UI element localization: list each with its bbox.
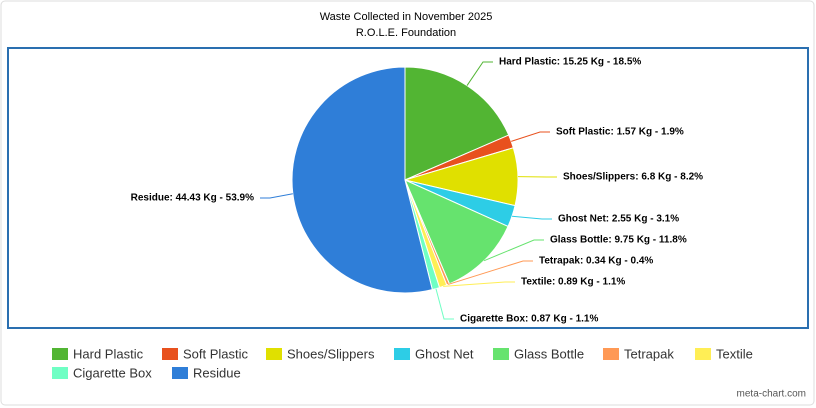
legend-label: Tetrapak (624, 346, 674, 361)
data-label: Glass Bottle: 9.75 Kg - 11.8% (550, 235, 687, 246)
data-label: Ghost Net: 2.55 Kg - 3.1% (558, 214, 679, 225)
data-label: Cigarette Box: 0.87 Kg - 1.1% (460, 314, 598, 325)
chart-subtitle: R.O.L.E. Foundation (356, 27, 456, 39)
leader-line (483, 239, 544, 262)
legend-label: Residue (193, 365, 241, 380)
data-label: Residue: 44.43 Kg - 53.9% (131, 193, 254, 204)
chart-title: Waste Collected in November 2025 (320, 11, 493, 23)
data-label: Tetrapak: 0.34 Kg - 0.4% (539, 256, 653, 267)
data-label: Shoes/Slippers: 6.8 Kg - 8.2% (563, 172, 703, 183)
legend-label: Glass Bottle (514, 346, 584, 361)
pie-slice (404, 66, 510, 181)
legend-label: Hard Plastic (73, 346, 144, 361)
legend-swatch (266, 348, 282, 360)
leader-line (511, 131, 550, 142)
leader-line (435, 288, 454, 320)
legend-swatch (172, 367, 188, 379)
legend-label: Textile (716, 346, 753, 361)
legend-swatch (603, 348, 619, 360)
credit: meta-chart.com (737, 389, 806, 400)
legend-label: Shoes/Slippers (287, 346, 375, 361)
leader-line (511, 215, 552, 220)
data-label: Textile: 0.89 Kg - 1.1% (521, 277, 625, 288)
leader-line (443, 281, 515, 287)
legend-swatch (52, 367, 68, 379)
legend-label: Soft Plastic (183, 346, 249, 361)
legend-label: Cigarette Box (73, 365, 152, 380)
legend-swatch (394, 348, 410, 360)
legend-swatch (493, 348, 509, 360)
legend-label: Ghost Net (415, 346, 474, 361)
legend-swatch (162, 348, 178, 360)
legend-swatch (52, 348, 68, 360)
leader-line (447, 260, 533, 285)
data-label: Hard Plastic: 15.25 Kg - 18.5% (499, 57, 641, 68)
leader-line (260, 193, 293, 199)
leader-line (466, 61, 493, 86)
plot-border (7, 47, 809, 329)
data-label: Soft Plastic: 1.57 Kg - 1.9% (556, 127, 684, 138)
legend-swatch (695, 348, 711, 360)
